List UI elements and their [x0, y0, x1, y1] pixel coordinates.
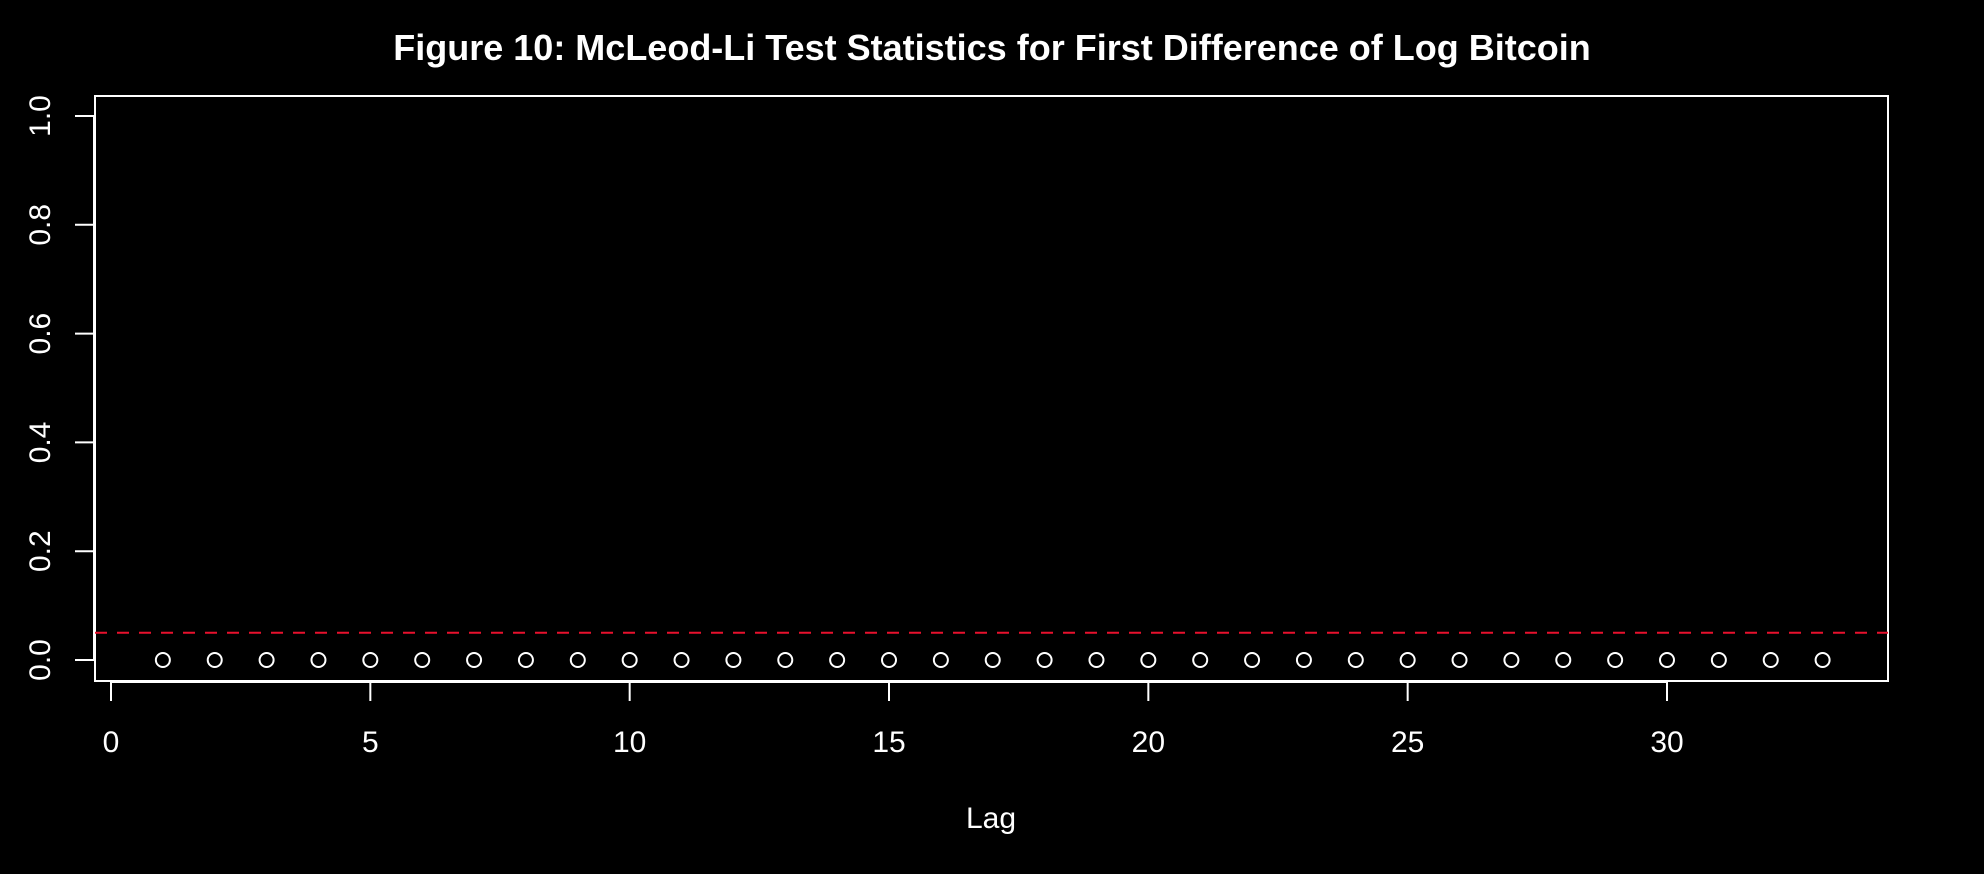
data-point	[1140, 652, 1157, 668]
data-point	[1607, 652, 1624, 668]
data-point	[206, 652, 223, 668]
data-point	[1192, 652, 1209, 668]
data-point	[310, 652, 327, 668]
x-tick-label: 15	[872, 726, 905, 759]
x-axis: 0 5 10 15 20 25 30	[103, 681, 1684, 759]
x-tick-label: 0	[103, 726, 120, 759]
data-point	[1659, 652, 1675, 668]
x-tick-label: 30	[1650, 726, 1683, 759]
x-tick-label: 10	[613, 726, 646, 759]
data-point	[1036, 652, 1053, 668]
data-point	[466, 652, 483, 668]
y-tick-label: 0.0	[24, 639, 57, 681]
data-point	[154, 652, 171, 668]
data-point	[414, 652, 431, 668]
data-point	[829, 652, 846, 668]
data-point	[1399, 652, 1416, 668]
data-point	[1451, 652, 1468, 668]
data-point	[1244, 652, 1261, 668]
data-point	[1814, 652, 1831, 668]
y-tick-label: 1.0	[24, 95, 57, 137]
x-tick-label: 20	[1132, 726, 1165, 759]
y-tick-label: 0.4	[24, 422, 57, 464]
y-tick-label: 0.6	[24, 313, 57, 355]
y-axis: 0.0 0.2 0.4 0.6 0.8 1.0	[24, 95, 95, 681]
x-tick-label: 5	[362, 726, 379, 759]
data-point	[1555, 652, 1572, 668]
data-point	[1762, 652, 1779, 668]
plot-frame	[94, 95, 1889, 682]
data-point	[777, 652, 794, 668]
data-point	[621, 652, 638, 668]
data-point	[258, 652, 275, 668]
x-tick-label: 25	[1391, 726, 1424, 759]
data-point	[1710, 652, 1727, 668]
data-point	[1088, 652, 1105, 668]
data-point	[725, 652, 742, 668]
chart-title: Figure 10: McLeod-Li Test Statistics for…	[393, 27, 1590, 68]
data-point	[569, 652, 586, 668]
data-point	[1347, 652, 1364, 668]
data-point	[1295, 652, 1312, 668]
data-point	[1503, 652, 1520, 668]
data-points	[154, 652, 1831, 668]
data-point	[984, 652, 1001, 668]
data-point	[932, 652, 949, 668]
data-point	[673, 652, 690, 668]
data-point	[362, 652, 379, 668]
x-axis-label: Lag	[966, 802, 1016, 835]
y-tick-label: 0.2	[24, 530, 57, 572]
y-tick-label: 0.8	[24, 204, 57, 246]
data-point	[517, 652, 534, 668]
data-point	[881, 652, 897, 668]
